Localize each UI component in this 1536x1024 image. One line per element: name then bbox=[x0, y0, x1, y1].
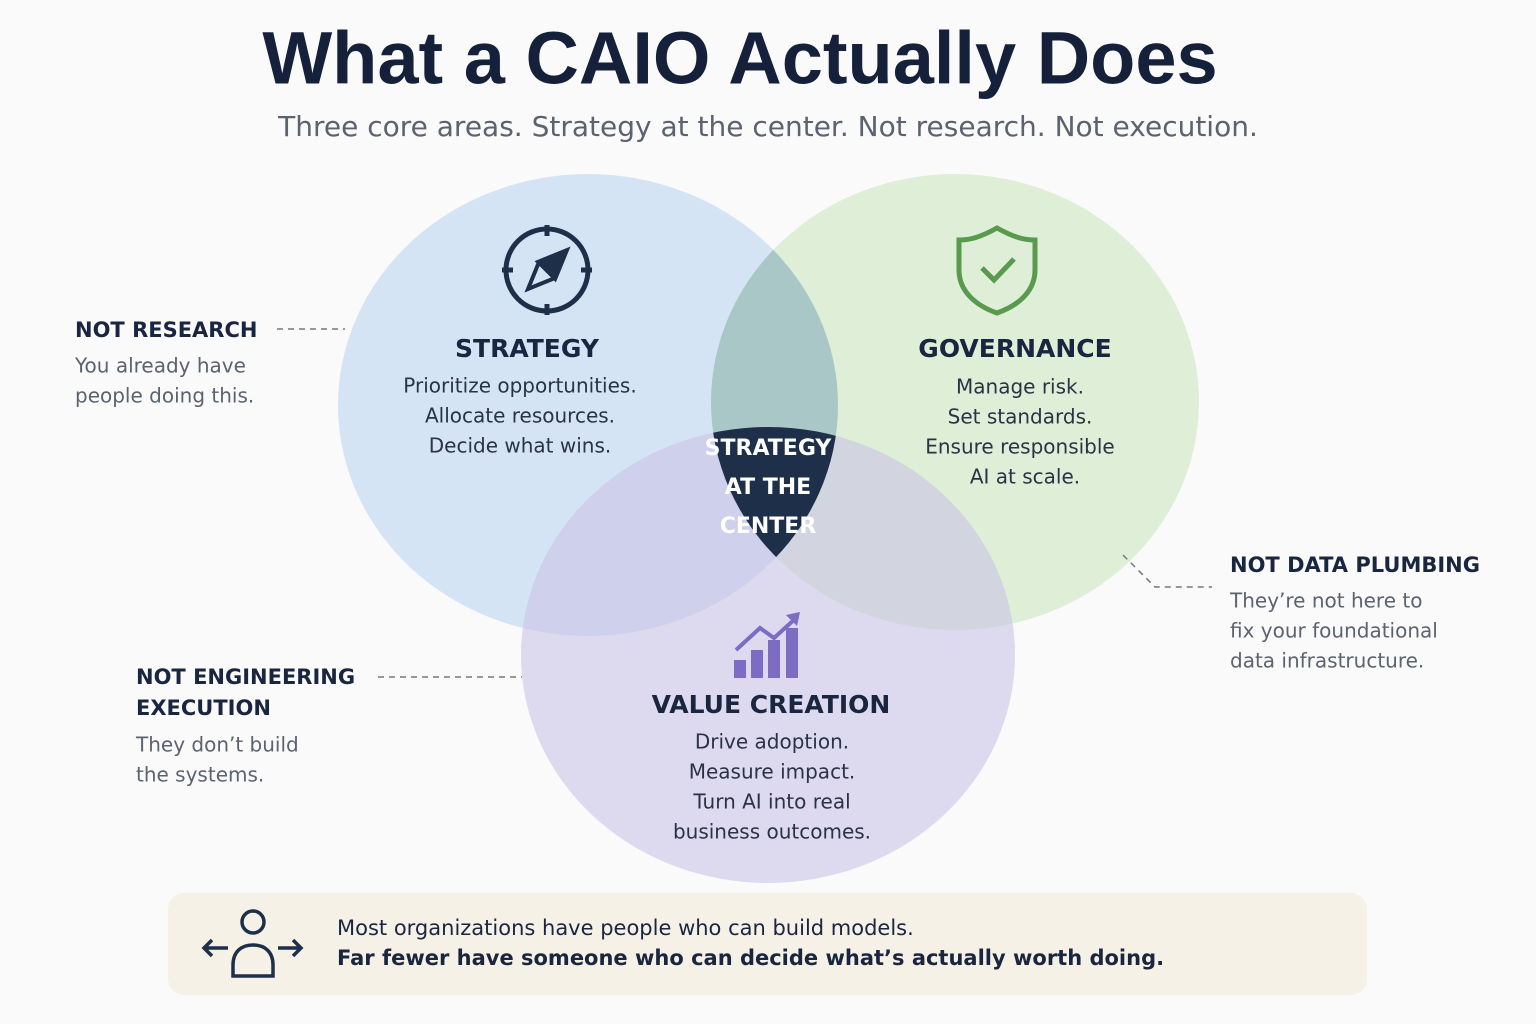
area-heading: VALUE CREATION bbox=[652, 690, 891, 719]
compass-icon bbox=[502, 225, 592, 315]
area-heading: STRATEGY bbox=[455, 334, 600, 363]
note-heading: EXECUTION bbox=[136, 696, 271, 720]
note-body: They don’t build bbox=[135, 733, 299, 757]
area-line: Set standards. bbox=[948, 405, 1093, 429]
note-body: the systems. bbox=[136, 763, 264, 787]
note-body: people doing this. bbox=[75, 384, 254, 408]
area-line: Turn AI into real bbox=[692, 790, 850, 814]
note-body: They’re not here to bbox=[1229, 589, 1422, 613]
note-heading: NOT ENGINEERING bbox=[136, 665, 355, 689]
area-line: Prioritize opportunities. bbox=[403, 374, 636, 398]
center-line: AT THE bbox=[725, 475, 811, 500]
area-line: Ensure responsible bbox=[925, 435, 1115, 459]
connector bbox=[1122, 554, 1212, 588]
area-line: Measure impact. bbox=[689, 760, 856, 784]
area-line: AI at scale. bbox=[970, 465, 1080, 489]
area-line: Allocate resources. bbox=[425, 404, 615, 428]
note-body: fix your foundational bbox=[1230, 619, 1438, 643]
chart-icon bbox=[734, 612, 800, 678]
center-line: STRATEGY bbox=[705, 436, 833, 461]
note-body: data infrastructure. bbox=[1230, 649, 1424, 673]
title: What a CAIO Actually Does bbox=[262, 17, 1217, 100]
note-heading: NOT DATA PLUMBING bbox=[1230, 553, 1480, 577]
footer-line: Most organizations have people who can b… bbox=[337, 916, 914, 940]
area-heading: GOVERNANCE bbox=[918, 334, 1111, 363]
area-line: Manage risk. bbox=[956, 375, 1084, 399]
area-line: Decide what wins. bbox=[429, 434, 611, 458]
footer-line: Far fewer have someone who can decide wh… bbox=[337, 946, 1164, 970]
note-heading: NOT RESEARCH bbox=[75, 318, 257, 342]
center-line: CENTER bbox=[720, 514, 817, 539]
person-icon bbox=[201, 909, 304, 978]
footer-box bbox=[168, 893, 1367, 995]
area-line: business outcomes. bbox=[673, 820, 871, 844]
subtitle: Three core areas. Strategy at the center… bbox=[277, 110, 1258, 143]
note-body: You already have bbox=[74, 354, 246, 378]
shield-icon bbox=[956, 225, 1038, 316]
area-line: Drive adoption. bbox=[695, 730, 849, 754]
